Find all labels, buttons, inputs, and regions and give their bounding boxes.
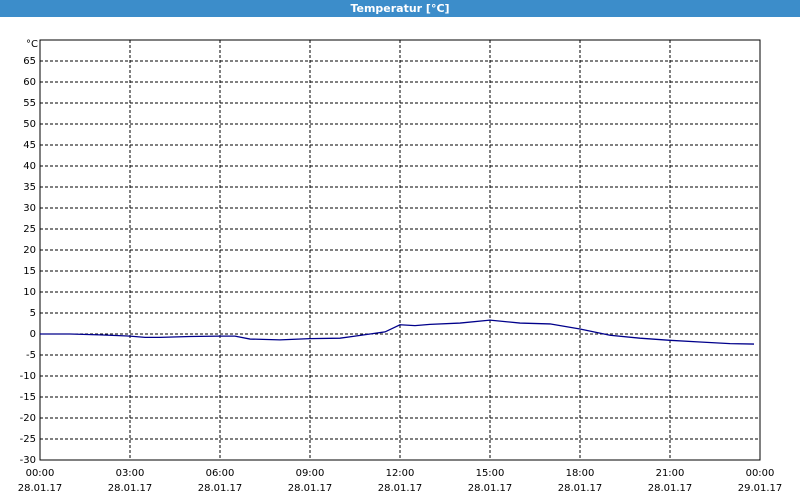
x-tick-label: 03:00 28.01.17 (108, 468, 153, 494)
y-tick-label: -20 (20, 413, 36, 424)
y-tick-label: 30 (23, 203, 36, 214)
x-tick-label: 00:00 29.01.17 (738, 468, 783, 494)
y-tick-label: -25 (20, 434, 36, 445)
x-tick-label: 00:00 28.01.17 (18, 468, 63, 494)
x-tick-label: 15:00 28.01.17 (468, 468, 513, 494)
y-tick-label: 65 (23, 56, 36, 67)
x-tick-label: 12:00 28.01.17 (378, 468, 423, 494)
y-tick-label: 60 (23, 77, 36, 88)
y-tick-label: 35 (23, 182, 36, 193)
title-bar: Temperatur [°C] (0, 0, 800, 17)
y-tick-label: 50 (23, 119, 36, 130)
y-tick-label: 40 (23, 161, 36, 172)
y-tick-label: 10 (23, 287, 36, 298)
temperature-line (40, 319, 755, 345)
y-tick-label: 45 (23, 140, 36, 151)
x-tick-label: 21:00 28.01.17 (648, 468, 693, 494)
y-tick-label: -5 (26, 350, 36, 361)
y-tick-label: 15 (23, 266, 36, 277)
y-unit: °C (26, 39, 38, 50)
y-tick-label: -30 (20, 455, 36, 466)
x-tick-label: 09:00 28.01.17 (288, 468, 333, 494)
y-tick-label: 5 (30, 308, 36, 319)
y-tick-label: 55 (23, 98, 36, 109)
plot-frame (39, 39, 761, 461)
y-tick-label: -10 (20, 371, 36, 382)
y-tick-label: 0 (30, 329, 36, 340)
y-tick-label: -15 (20, 392, 36, 403)
x-tick-label: 18:00 28.01.17 (558, 468, 603, 494)
y-tick-label: 20 (23, 245, 36, 256)
y-tick-label: 25 (23, 224, 36, 235)
x-tick-label: 06:00 28.01.17 (198, 468, 243, 494)
